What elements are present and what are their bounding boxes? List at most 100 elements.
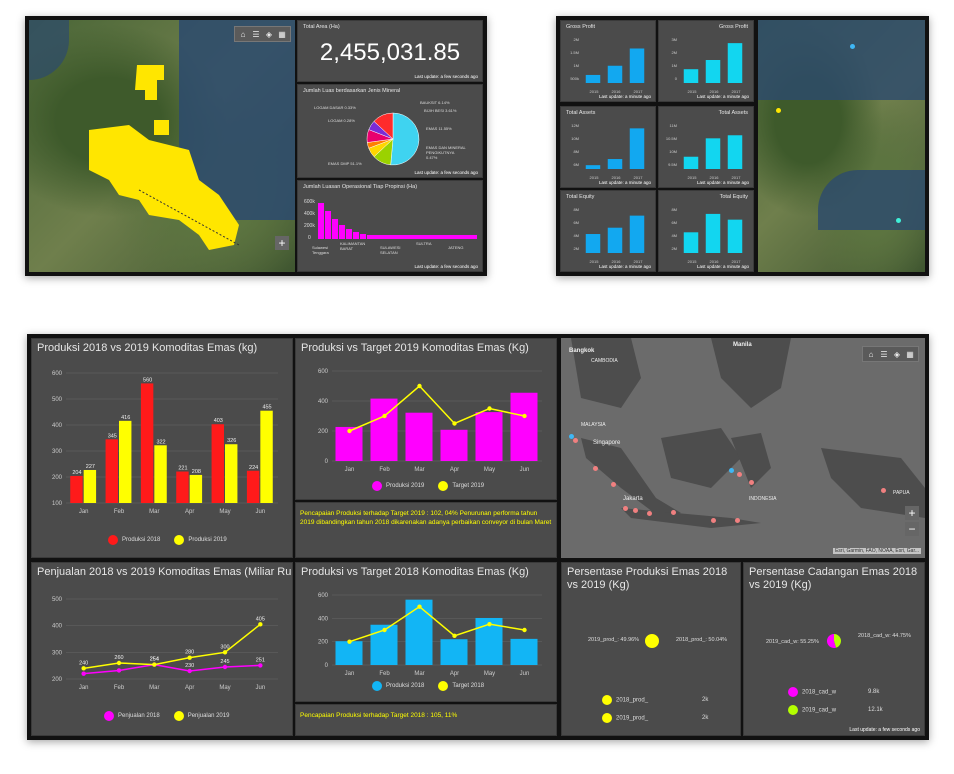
financial-panel-title: Total Equity [566,194,595,200]
produksi-legend: Produksi 2018 Produksi 2019 [108,535,227,545]
layers-icon[interactable]: ◈ [893,349,901,359]
persen-produksi-panel: Persentase Produksi Emas 2018 vs 2019 (K… [561,562,741,736]
x-tick-label: Jan [79,509,89,515]
mine-marker[interactable] [737,472,742,477]
map-marker[interactable] [850,44,855,49]
bar [727,135,743,169]
bar [119,420,132,503]
target2019-combo-chart[interactable]: 0 200 400 600 Jan Feb Mar Apr May Jun [300,365,550,475]
legend-item[interactable]: Produksi 2019 [372,481,424,491]
mine-marker[interactable] [593,466,598,471]
bar [607,159,623,169]
financial-panel-updated: Last update: a minute ago [696,264,749,269]
series-line [83,663,261,675]
mine-marker[interactable] [671,510,676,515]
land-shapes [571,338,925,528]
y-tick-label: 8M [671,207,677,212]
data-label: 251 [256,657,265,663]
financial-bar-chart[interactable]: 2015 2016 2017 2M 1.5M 1M 500k [563,33,655,95]
produksi-bar-chart[interactable]: 100 200 300 400 500 600 Jan Feb Mar Apr May Jun 204 3… [36,367,286,517]
zoom-out-button[interactable]: − [905,522,919,536]
top-left-dashboard: ⌂ ☰ ◈ ▦ + Total Area (Ha) 2,455,031.85 L… [25,16,487,276]
legend-label-penjualan2019: Penjualan 2019 [187,713,230,719]
financial-panel: Total Assets 2015 2016 2017 11M 10.5M 10M 9.5M L… [658,106,754,188]
indonesia-map[interactable]: Bangkok CAMBODIA Manila MALAYSIA Singapo… [561,338,925,558]
mine-marker[interactable] [735,518,740,523]
financial-panel-updated: Last update: a minute ago [598,94,651,99]
mine-marker[interactable] [647,511,652,516]
mine-marker[interactable] [711,518,716,523]
legend-item[interactable]: Produksi 2018 [108,535,160,545]
mine-marker[interactable] [881,488,886,493]
penjualan-panel: Penjualan 2018 vs 2019 Komoditas Emas (M… [31,562,293,736]
mine-marker[interactable] [729,468,734,473]
point [187,668,192,674]
persen-cadangan-right-label: 2018_cad_w: 44.75% [858,633,911,639]
concession-map[interactable]: ⌂ ☰ ◈ ▦ + [29,20,295,272]
mine-marker[interactable] [623,506,628,511]
legend-item[interactable]: Penjualan 2018 [104,711,160,721]
mineral-title: Jumlah Luas berdasarkan Jenis Mineral [303,88,401,94]
x-tick-label: Jun [255,685,265,691]
persen-produksi-pie[interactable] [644,633,660,649]
y-tick-label: 8M [573,149,579,154]
home-icon[interactable]: ⌂ [868,349,874,359]
financial-bar-chart[interactable]: 2015 2016 2017 8M 6M 4M 2M [563,203,655,265]
y-tick-label: 300 [52,449,63,455]
y-tick-label: 8M [573,207,579,212]
legend-item[interactable]: Target 2018 [438,681,484,691]
layers-icon[interactable]: ◈ [265,29,273,39]
map-marker[interactable] [896,218,901,223]
list-icon[interactable]: ☰ [880,349,888,359]
point [347,428,352,434]
zoom-in-button[interactable]: + [905,506,919,520]
data-label: 403 [214,418,223,424]
x-tick-label: Apr [185,509,194,515]
y-tick-label: 10.5M [666,136,677,141]
mine-marker[interactable] [569,434,574,439]
mineral-pie-chart[interactable] [363,109,423,169]
y-tick-label: 600 [318,369,329,375]
mine-marker[interactable] [749,480,754,485]
y-tick-label: 300 [52,650,63,656]
mineral-label-bijih-besi: BIJIH BESI 3.61% [424,108,457,113]
x-tick-label: May [219,509,230,515]
region-map[interactable] [758,20,925,272]
persen-produksi-legend-1[interactable]: 2019_prod_ [602,713,648,723]
mine-marker[interactable] [611,482,616,487]
mine-marker[interactable] [633,508,638,513]
persen-cadangan-legend-1[interactable]: 2019_cad_w [788,705,836,715]
financial-panel-title: Total Equity [719,194,748,200]
legend-item[interactable]: Target 2019 [438,481,484,491]
zoom-in-button[interactable]: + [275,236,289,250]
bar [683,232,699,253]
bar [585,165,601,169]
bottom-dashboard: Produksi 2018 vs 2019 Komoditas Emas (kg… [27,334,929,740]
legend-item[interactable]: Produksi 2018 [372,681,424,691]
data-label: 416 [121,415,130,421]
persen-cadangan-pie[interactable] [826,633,842,649]
financial-bar-chart[interactable]: 2015 2016 2017 12M 10M 8M 6M [563,119,655,181]
map-marker[interactable] [776,108,781,113]
concession-polygons[interactable] [29,20,295,272]
point [81,666,86,671]
legend-item[interactable]: Produksi 2019 [174,535,227,545]
x-tick-label: 2015 [688,175,698,180]
financial-bar-chart[interactable]: 2015 2016 2017 8M 6M 4M 2M [661,203,753,265]
financial-bar-chart[interactable]: 2015 2016 2017 11M 10.5M 10M 9.5M [661,119,753,181]
legend-item[interactable]: Penjualan 2019 [173,711,230,721]
penjualan-line-chart[interactable]: 200 300 400 500 Jan Feb Mar Apr May Jun 254 230 245 2… [36,593,286,693]
financial-bar-chart[interactable]: 2015 2016 2017 3M 2M 1M 0 [661,33,753,95]
home-icon[interactable]: ⌂ [240,29,246,39]
map-label-malaysia: MALAYSIA [581,422,606,428]
persen-cadangan-legend-0[interactable]: 2018_cad_w [788,687,836,697]
persen-produksi-legend-0[interactable]: 2018_prod_ [602,695,648,705]
provinsi-bar-chart[interactable] [318,201,478,241]
y-tick-label: 10M [571,136,579,141]
basemap-icon[interactable]: ▦ [278,29,286,39]
mine-marker[interactable] [573,438,578,443]
bar [585,74,601,83]
basemap-icon[interactable]: ▦ [906,349,914,359]
list-icon[interactable]: ☰ [252,29,260,39]
target2018-combo-chart[interactable]: 0 200 400 600 Jan Feb Mar Apr May Jun [300,589,550,679]
